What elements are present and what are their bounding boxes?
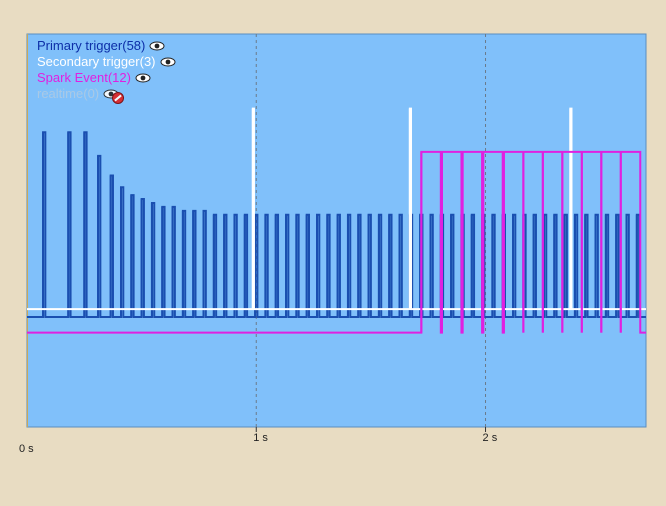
legend-label: Spark Event(12): [37, 70, 131, 85]
eye-hidden-icon[interactable]: [103, 89, 125, 104]
legend-label: realtime(0): [37, 86, 100, 101]
eye-icon[interactable]: [135, 73, 151, 83]
x-axis-ticks: 0 s 1 s 2 s: [19, 427, 498, 455]
legend-item[interactable]: realtime(0): [37, 86, 176, 104]
x-tick-label: 0 s: [19, 443, 34, 455]
x-tick-label: 1 s: [253, 432, 268, 444]
signal-traces: [27, 107, 646, 334]
legend: Primary trigger(58) Secondary trigger(3) S…: [37, 38, 176, 104]
legend-item[interactable]: Primary trigger(58): [37, 38, 176, 54]
eye-icon[interactable]: [160, 57, 176, 67]
legend-label: Primary trigger(58): [37, 38, 146, 53]
eye-icon[interactable]: [149, 41, 165, 51]
legend-item[interactable]: Secondary trigger(3): [37, 54, 176, 70]
hidden-badge-icon: [112, 92, 125, 104]
x-tick-label: 2 s: [483, 432, 498, 444]
legend-label: Secondary trigger(3): [37, 54, 156, 69]
legend-item[interactable]: Spark Event(12): [37, 70, 176, 86]
